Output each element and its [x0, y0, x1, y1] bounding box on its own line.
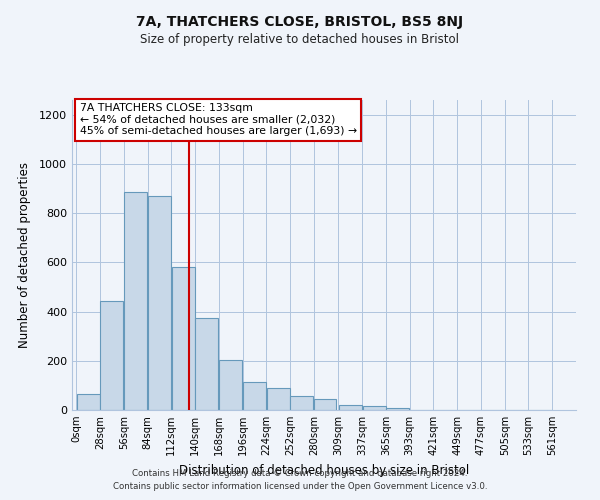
X-axis label: Distribution of detached houses by size in Bristol: Distribution of detached houses by size … — [179, 464, 469, 476]
Bar — [100, 300, 124, 410]
Text: Contains HM Land Registry data © Crown copyright and database right 2024.: Contains HM Land Registry data © Crown c… — [132, 468, 468, 477]
Text: 7A THATCHERS CLOSE: 133sqm
← 54% of detached houses are smaller (2,032)
45% of s: 7A THATCHERS CLOSE: 133sqm ← 54% of deta… — [80, 103, 356, 136]
Bar — [243, 382, 266, 410]
Y-axis label: Number of detached properties: Number of detached properties — [17, 162, 31, 348]
Text: Size of property relative to detached houses in Bristol: Size of property relative to detached ho… — [140, 32, 460, 46]
Bar — [124, 192, 147, 410]
Bar — [148, 196, 171, 410]
Bar — [290, 396, 313, 410]
Bar — [172, 268, 194, 410]
Bar — [314, 399, 337, 410]
Bar — [339, 405, 362, 410]
Bar — [77, 394, 100, 410]
Text: 7A, THATCHERS CLOSE, BRISTOL, BS5 8NJ: 7A, THATCHERS CLOSE, BRISTOL, BS5 8NJ — [136, 15, 464, 29]
Bar — [362, 406, 386, 410]
Bar — [386, 408, 409, 410]
Bar — [266, 388, 290, 410]
Bar — [196, 318, 218, 410]
Text: Contains public sector information licensed under the Open Government Licence v3: Contains public sector information licen… — [113, 482, 487, 491]
Bar — [219, 360, 242, 410]
